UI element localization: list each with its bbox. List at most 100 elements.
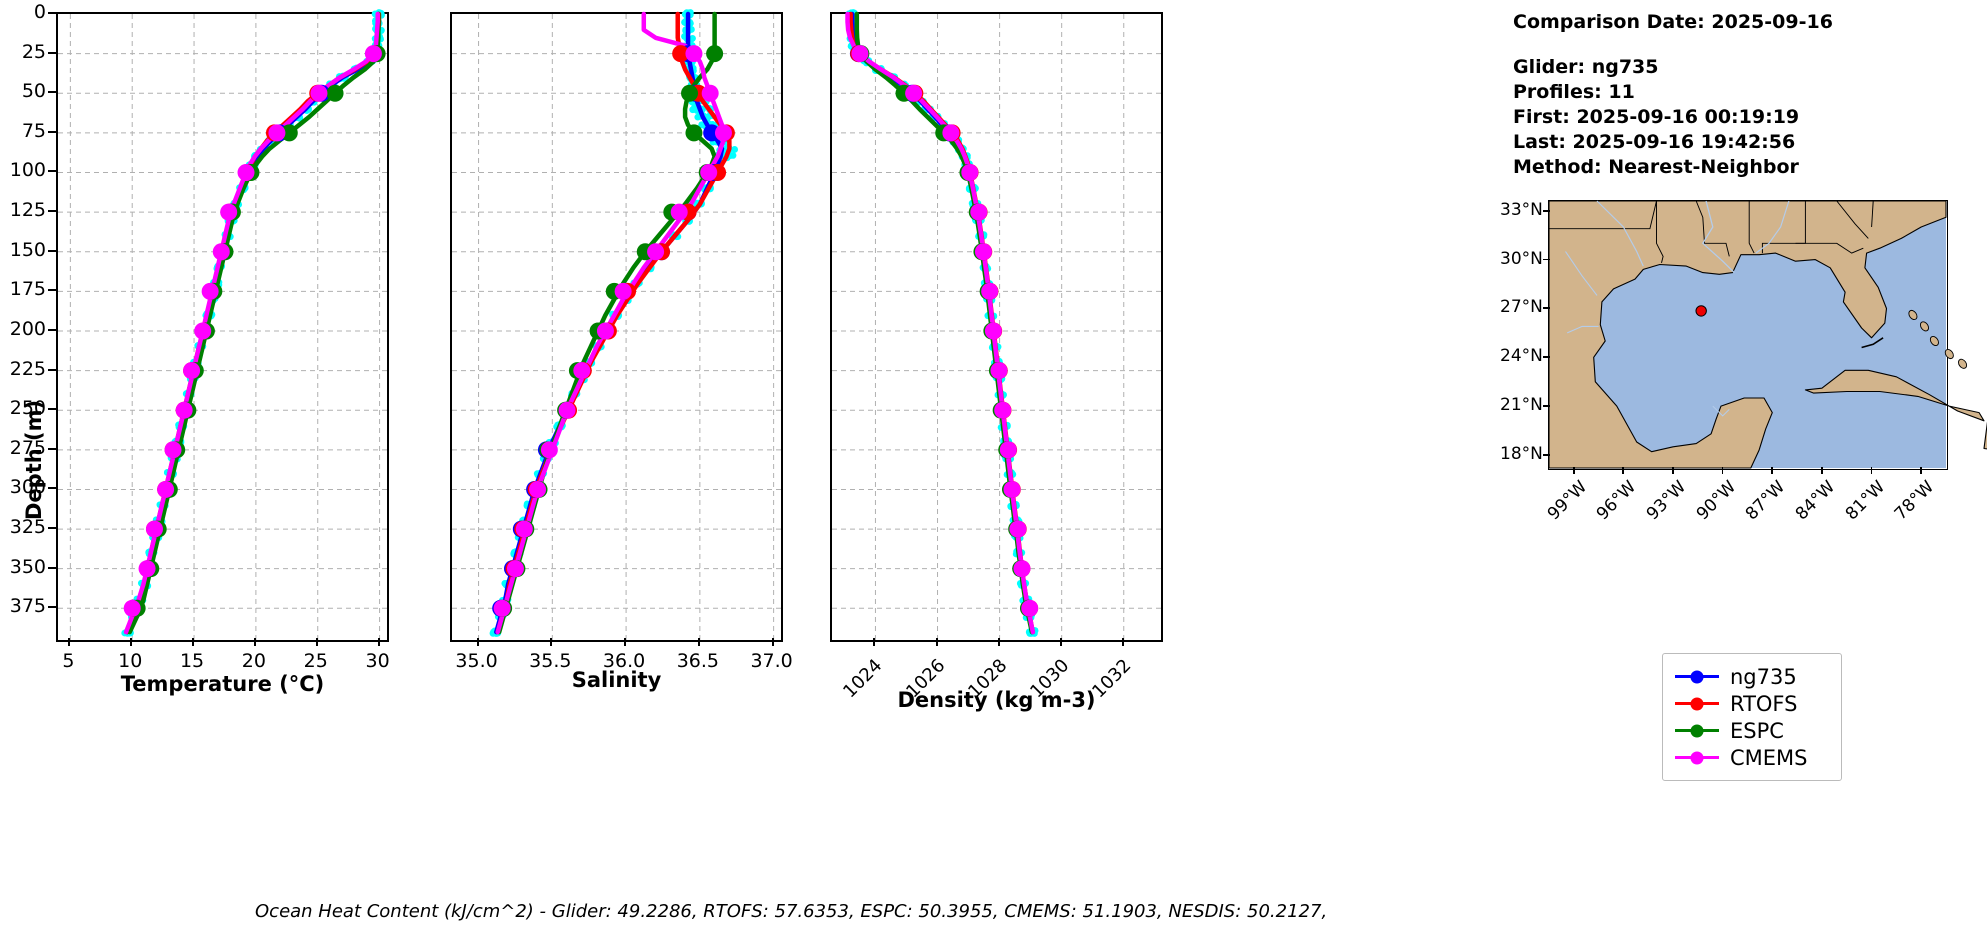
y-tick-label: 325	[9, 516, 46, 539]
x-tick-label: 35.5	[529, 650, 572, 672]
x-tick-mark	[315, 638, 318, 646]
legend-line-swatch	[1675, 697, 1719, 710]
salinity-axis-label: Salinity	[571, 668, 662, 692]
temperature-panel: Depth (m) 0 25 50 75 100 125 150 175 200 225 250 27…	[0, 0, 470, 934]
map-lon-tick	[1672, 467, 1674, 474]
legend-label: CMEMS	[1730, 745, 1808, 770]
map-lat-tick	[1543, 453, 1550, 456]
legend-label: RTOFS	[1730, 691, 1798, 716]
map-lon-tick	[1622, 467, 1625, 474]
map-lon-label: 99°W	[1543, 477, 1591, 525]
series-legend: ng735 RTOFS ESPC CMEMS	[1662, 653, 1842, 781]
y-tick-label: 125	[9, 199, 46, 222]
x-tick-label: 30	[365, 650, 390, 672]
map-lat-label: 33°N	[1500, 199, 1543, 220]
y-tick-mark	[48, 289, 56, 292]
x-tick-label: 37.0	[750, 650, 793, 672]
y-tick-label: 350	[9, 555, 46, 578]
y-tick-mark	[48, 408, 56, 411]
legend-marker-dot	[1690, 670, 1704, 683]
temperature-plot-area	[56, 9, 389, 642]
map-lon-label: 93°W	[1642, 477, 1691, 525]
map-lat-label: 24°N	[1500, 346, 1543, 367]
legend-item-cmems[interactable]: CMEMS	[1675, 744, 1825, 771]
y-tick-label: 100	[9, 159, 46, 182]
legend-item-espc[interactable]: ESPC	[1675, 717, 1825, 744]
map-plot-area	[1548, 200, 1987, 470]
map-lon-tick	[1771, 467, 1774, 474]
y-tick-mark	[48, 12, 56, 14]
y-tick-mark	[48, 130, 56, 133]
ocean-heat-content-caption: Ocean Heat Content (kJ/cm^2) - Glider: 4…	[255, 901, 1328, 922]
map-lon-tick	[1572, 467, 1575, 474]
y-tick-label: 200	[9, 317, 46, 340]
salinity-plot-area	[450, 9, 783, 642]
x-tick-label: 25	[303, 650, 328, 672]
map-lat-tick	[1543, 258, 1550, 261]
y-tick-mark	[48, 487, 56, 490]
x-tick-mark	[935, 638, 938, 646]
y-tick-mark	[48, 51, 56, 54]
map-lat-tick	[1543, 356, 1550, 359]
map-lon-tick	[1820, 467, 1823, 474]
density-plot-area	[830, 9, 1163, 642]
legend-line-swatch	[1675, 751, 1719, 764]
legend-marker-dot	[1690, 751, 1704, 764]
y-tick-mark	[48, 368, 56, 371]
map-lon-label: 78°W	[1890, 477, 1939, 525]
y-tick-label: 175	[9, 278, 46, 301]
y-tick-mark	[48, 328, 56, 331]
density-panel: 1024 1026 1028 1030 1032 Density (kg m-3)	[820, 0, 1240, 934]
first-profile-time-text: First: 2025-09-16 00:19:19	[1513, 106, 1800, 128]
map-lon-label: 81°W	[1841, 477, 1889, 525]
x-tick-label: 35.0	[455, 650, 498, 672]
glider-name-text: Glider: ng735	[1513, 56, 1659, 78]
x-tick-label: 36.0	[602, 650, 646, 672]
x-tick-mark	[771, 638, 774, 646]
salinity-panel: 35.0 35.5 36.0 36.5 37.0 Salinity	[440, 0, 840, 934]
x-tick-mark	[873, 638, 876, 646]
last-profile-time-text: Last: 2025-09-16 19:42:56	[1513, 131, 1796, 153]
y-tick-label: 225	[9, 357, 46, 380]
legend-line-swatch	[1675, 724, 1719, 737]
y-tick-label: 50	[21, 80, 46, 103]
y-tick-mark	[48, 91, 56, 94]
location-map-panel: 33°N 30°N 27°N 24°N 21°N 18°N 99°W 96°W 93°W 90°…	[1500, 190, 1987, 550]
map-lat-label: 18°N	[1500, 443, 1543, 464]
density-axis-label: Density (kg m-3)	[897, 688, 1096, 712]
y-tick-label: 25	[21, 40, 46, 63]
map-lat-label: 27°N	[1500, 297, 1543, 318]
method-text: Method: Nearest-Neighbor	[1513, 156, 1799, 178]
y-tick-mark	[48, 447, 56, 450]
temperature-axis-label: Temperature (°C)	[120, 672, 325, 696]
x-tick-mark	[476, 638, 479, 646]
map-lat-tick	[1543, 209, 1550, 212]
y-tick-mark	[48, 527, 56, 530]
x-tick-label: 36.5	[676, 650, 719, 672]
x-tick-label: 20	[241, 650, 266, 672]
map-lon-tick	[1920, 467, 1922, 474]
y-tick-label: 150	[9, 238, 46, 261]
x-tick-mark	[550, 638, 553, 646]
map-lon-label: 87°W	[1742, 477, 1790, 525]
x-tick-label: 15	[179, 650, 205, 672]
x-tick-label: 5	[62, 650, 75, 672]
y-tick-mark	[48, 249, 56, 252]
map-lat-tick	[1543, 307, 1550, 310]
y-tick-mark	[48, 606, 56, 609]
x-tick-mark	[253, 638, 256, 646]
map-lat-label: 30°N	[1500, 248, 1543, 269]
x-tick-label: 10	[118, 650, 143, 672]
y-tick-label: 300	[9, 476, 46, 499]
legend-item-ng735[interactable]: ng735	[1675, 663, 1825, 690]
map-lon-label: 96°W	[1593, 477, 1641, 525]
legend-marker-dot	[1690, 697, 1704, 710]
map-lat-tick	[1543, 405, 1550, 407]
y-tick-label: 275	[9, 436, 46, 459]
x-tick-mark	[192, 638, 195, 646]
legend-item-rtofs[interactable]: RTOFS	[1675, 690, 1825, 717]
y-tick-label: 75	[21, 119, 46, 142]
y-tick-label: 0	[33, 1, 46, 23]
profiles-count-text: Profiles: 11	[1513, 81, 1635, 103]
